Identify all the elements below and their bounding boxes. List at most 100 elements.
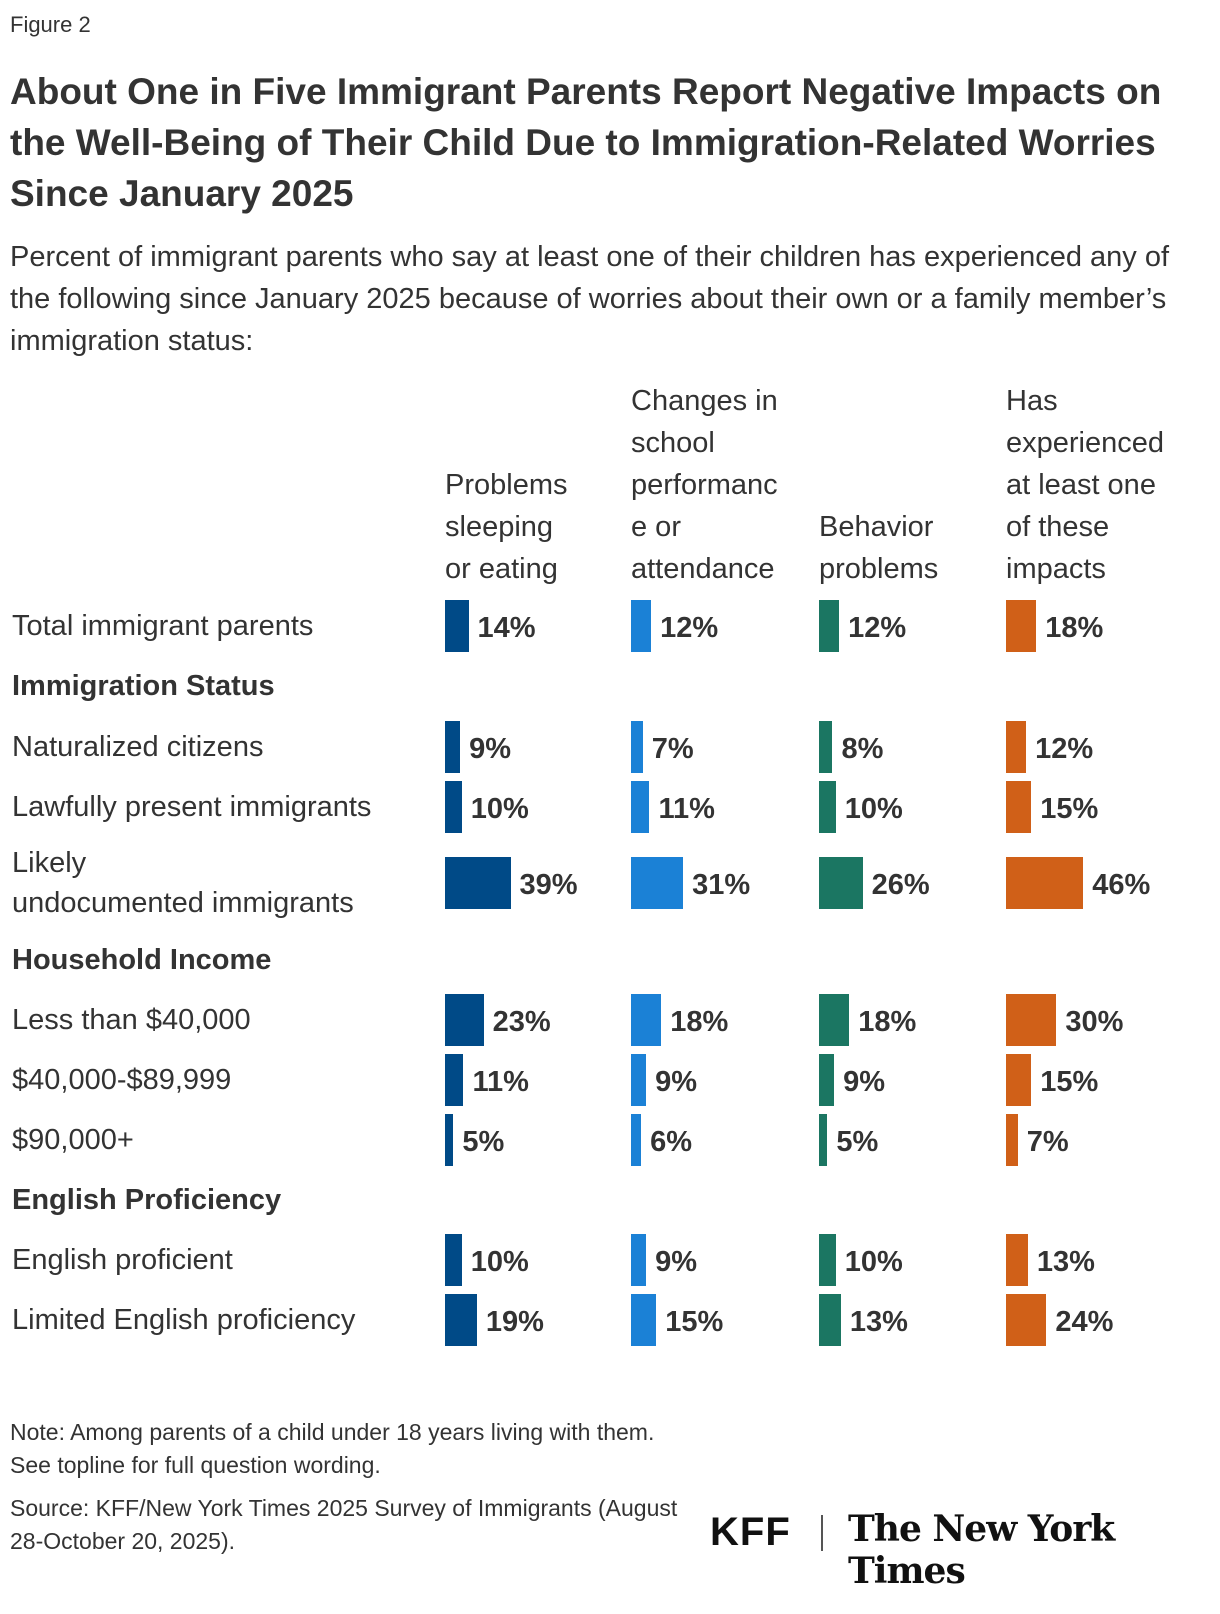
- data-label: 23%: [492, 1006, 551, 1038]
- bar: [819, 1054, 835, 1106]
- data-label: 14%: [477, 612, 536, 644]
- column-header-line: at least one: [1006, 469, 1156, 501]
- bar: [819, 1114, 828, 1166]
- column-header: Behavior problems: [819, 506, 994, 590]
- data-label: 15%: [1040, 1066, 1099, 1098]
- bar: [819, 1234, 836, 1286]
- bar: [1006, 600, 1037, 652]
- kff-logo: KFF: [710, 1510, 791, 1554]
- bar: [819, 1294, 841, 1346]
- bar: [631, 1234, 647, 1286]
- data-label: 13%: [1036, 1246, 1095, 1278]
- data-label: 6%: [650, 1126, 692, 1158]
- data-label: 11%: [658, 793, 715, 825]
- section-heading: English Proficiency: [12, 1184, 282, 1216]
- column-header-line: e or: [631, 511, 681, 543]
- data-label: 9%: [843, 1066, 886, 1098]
- data-label: 10%: [470, 793, 529, 825]
- nyt-logo: The New York Times: [848, 1508, 1115, 1592]
- data-label: 12%: [848, 612, 907, 644]
- bar: [631, 857, 684, 909]
- column-header-line: school: [631, 427, 715, 459]
- bar: [631, 600, 652, 652]
- bar: [819, 857, 863, 909]
- column-header-line: problems: [819, 553, 939, 585]
- column-headers: Problems sleeping or eating Changes in schoo…: [0, 380, 1220, 590]
- bar: [445, 1234, 462, 1286]
- chart-subtitle: Percent of immigrant parents who say at …: [10, 241, 1170, 357]
- data-label: 8%: [841, 733, 884, 765]
- figure-label: Figure 2: [10, 12, 91, 37]
- data-label: 10%: [844, 1246, 903, 1278]
- bar: [631, 1114, 642, 1166]
- data-label: 39%: [519, 869, 578, 901]
- data-label: 7%: [1026, 1126, 1069, 1158]
- column-header-line: of these: [1006, 511, 1110, 543]
- data-label: 7%: [651, 733, 694, 765]
- data-label: 5%: [836, 1126, 879, 1158]
- data-label: 13%: [849, 1306, 908, 1338]
- data-label: 12%: [660, 612, 719, 644]
- bar: [1006, 994, 1057, 1046]
- row-label: $90,000+: [12, 1124, 134, 1156]
- bar: [445, 1294, 477, 1346]
- bar: [1006, 1234, 1028, 1286]
- bar: [631, 1294, 657, 1346]
- data-label: 5%: [462, 1126, 505, 1158]
- column-header-line: Has: [1006, 385, 1058, 417]
- section-heading: Immigration Status: [12, 670, 275, 702]
- data-label: 9%: [469, 733, 512, 765]
- data-label: 19%: [485, 1306, 544, 1338]
- column-header-line: impacts: [1006, 553, 1106, 585]
- data-label: 18%: [1045, 612, 1104, 644]
- bar: [819, 781, 836, 833]
- bar: [445, 1054, 464, 1106]
- data-label: 15%: [1040, 793, 1099, 825]
- column-header-line: attendance: [631, 553, 775, 585]
- data-label: 18%: [670, 1006, 729, 1038]
- row-label: English proficient: [12, 1244, 233, 1276]
- data-label: 31%: [692, 869, 751, 901]
- source: Source: KFF/New York Times 2025 Survey o…: [10, 1495, 678, 1554]
- data-label: 30%: [1065, 1006, 1124, 1038]
- data-label: 10%: [844, 793, 903, 825]
- row-label: Lawfully present immigrants: [12, 791, 372, 823]
- bar: [1006, 1114, 1018, 1166]
- bar: [445, 994, 484, 1046]
- section-heading: Household Income: [12, 944, 272, 976]
- bar: [631, 994, 662, 1046]
- data-label: 26%: [871, 869, 930, 901]
- column-header: Has experienced at least one of these impact…: [1006, 380, 1181, 590]
- column-header-line: performanc: [631, 469, 778, 501]
- data-label: 15%: [665, 1306, 724, 1338]
- bar: [1006, 781, 1032, 833]
- chart-title: About One in Five Immigrant Parents Repo…: [10, 71, 1162, 214]
- bar: [1006, 1054, 1032, 1106]
- bar: [1006, 857, 1084, 909]
- column-header: Changes in school performanc e or attendance: [631, 380, 806, 590]
- data-label: 9%: [655, 1066, 698, 1098]
- data-label: 9%: [655, 1246, 698, 1278]
- data-label: 46%: [1092, 869, 1151, 901]
- bar: [631, 721, 643, 773]
- data-label: 12%: [1035, 733, 1094, 765]
- bar: [445, 721, 461, 773]
- column-header-line: or eating: [445, 553, 558, 585]
- column-header-line: Behavior: [819, 511, 934, 543]
- data-label: 11%: [472, 1066, 529, 1098]
- row-label: Likely undocumented immigrants: [12, 847, 354, 919]
- bar: [819, 721, 833, 773]
- data-label: 18%: [858, 1006, 917, 1038]
- row-label: Limited English proficiency: [12, 1304, 356, 1336]
- bar: [819, 600, 840, 652]
- column-header-line: sleeping: [445, 511, 554, 543]
- bar: [631, 781, 650, 833]
- bar: [819, 994, 850, 1046]
- column-header-line: Changes in: [631, 385, 778, 417]
- bar: [1006, 721, 1027, 773]
- row-label: Less than $40,000: [12, 1004, 251, 1036]
- logo-divider: [821, 1515, 823, 1551]
- bar: [1006, 1294, 1047, 1346]
- bar: [631, 1054, 647, 1106]
- bar: [445, 1114, 454, 1166]
